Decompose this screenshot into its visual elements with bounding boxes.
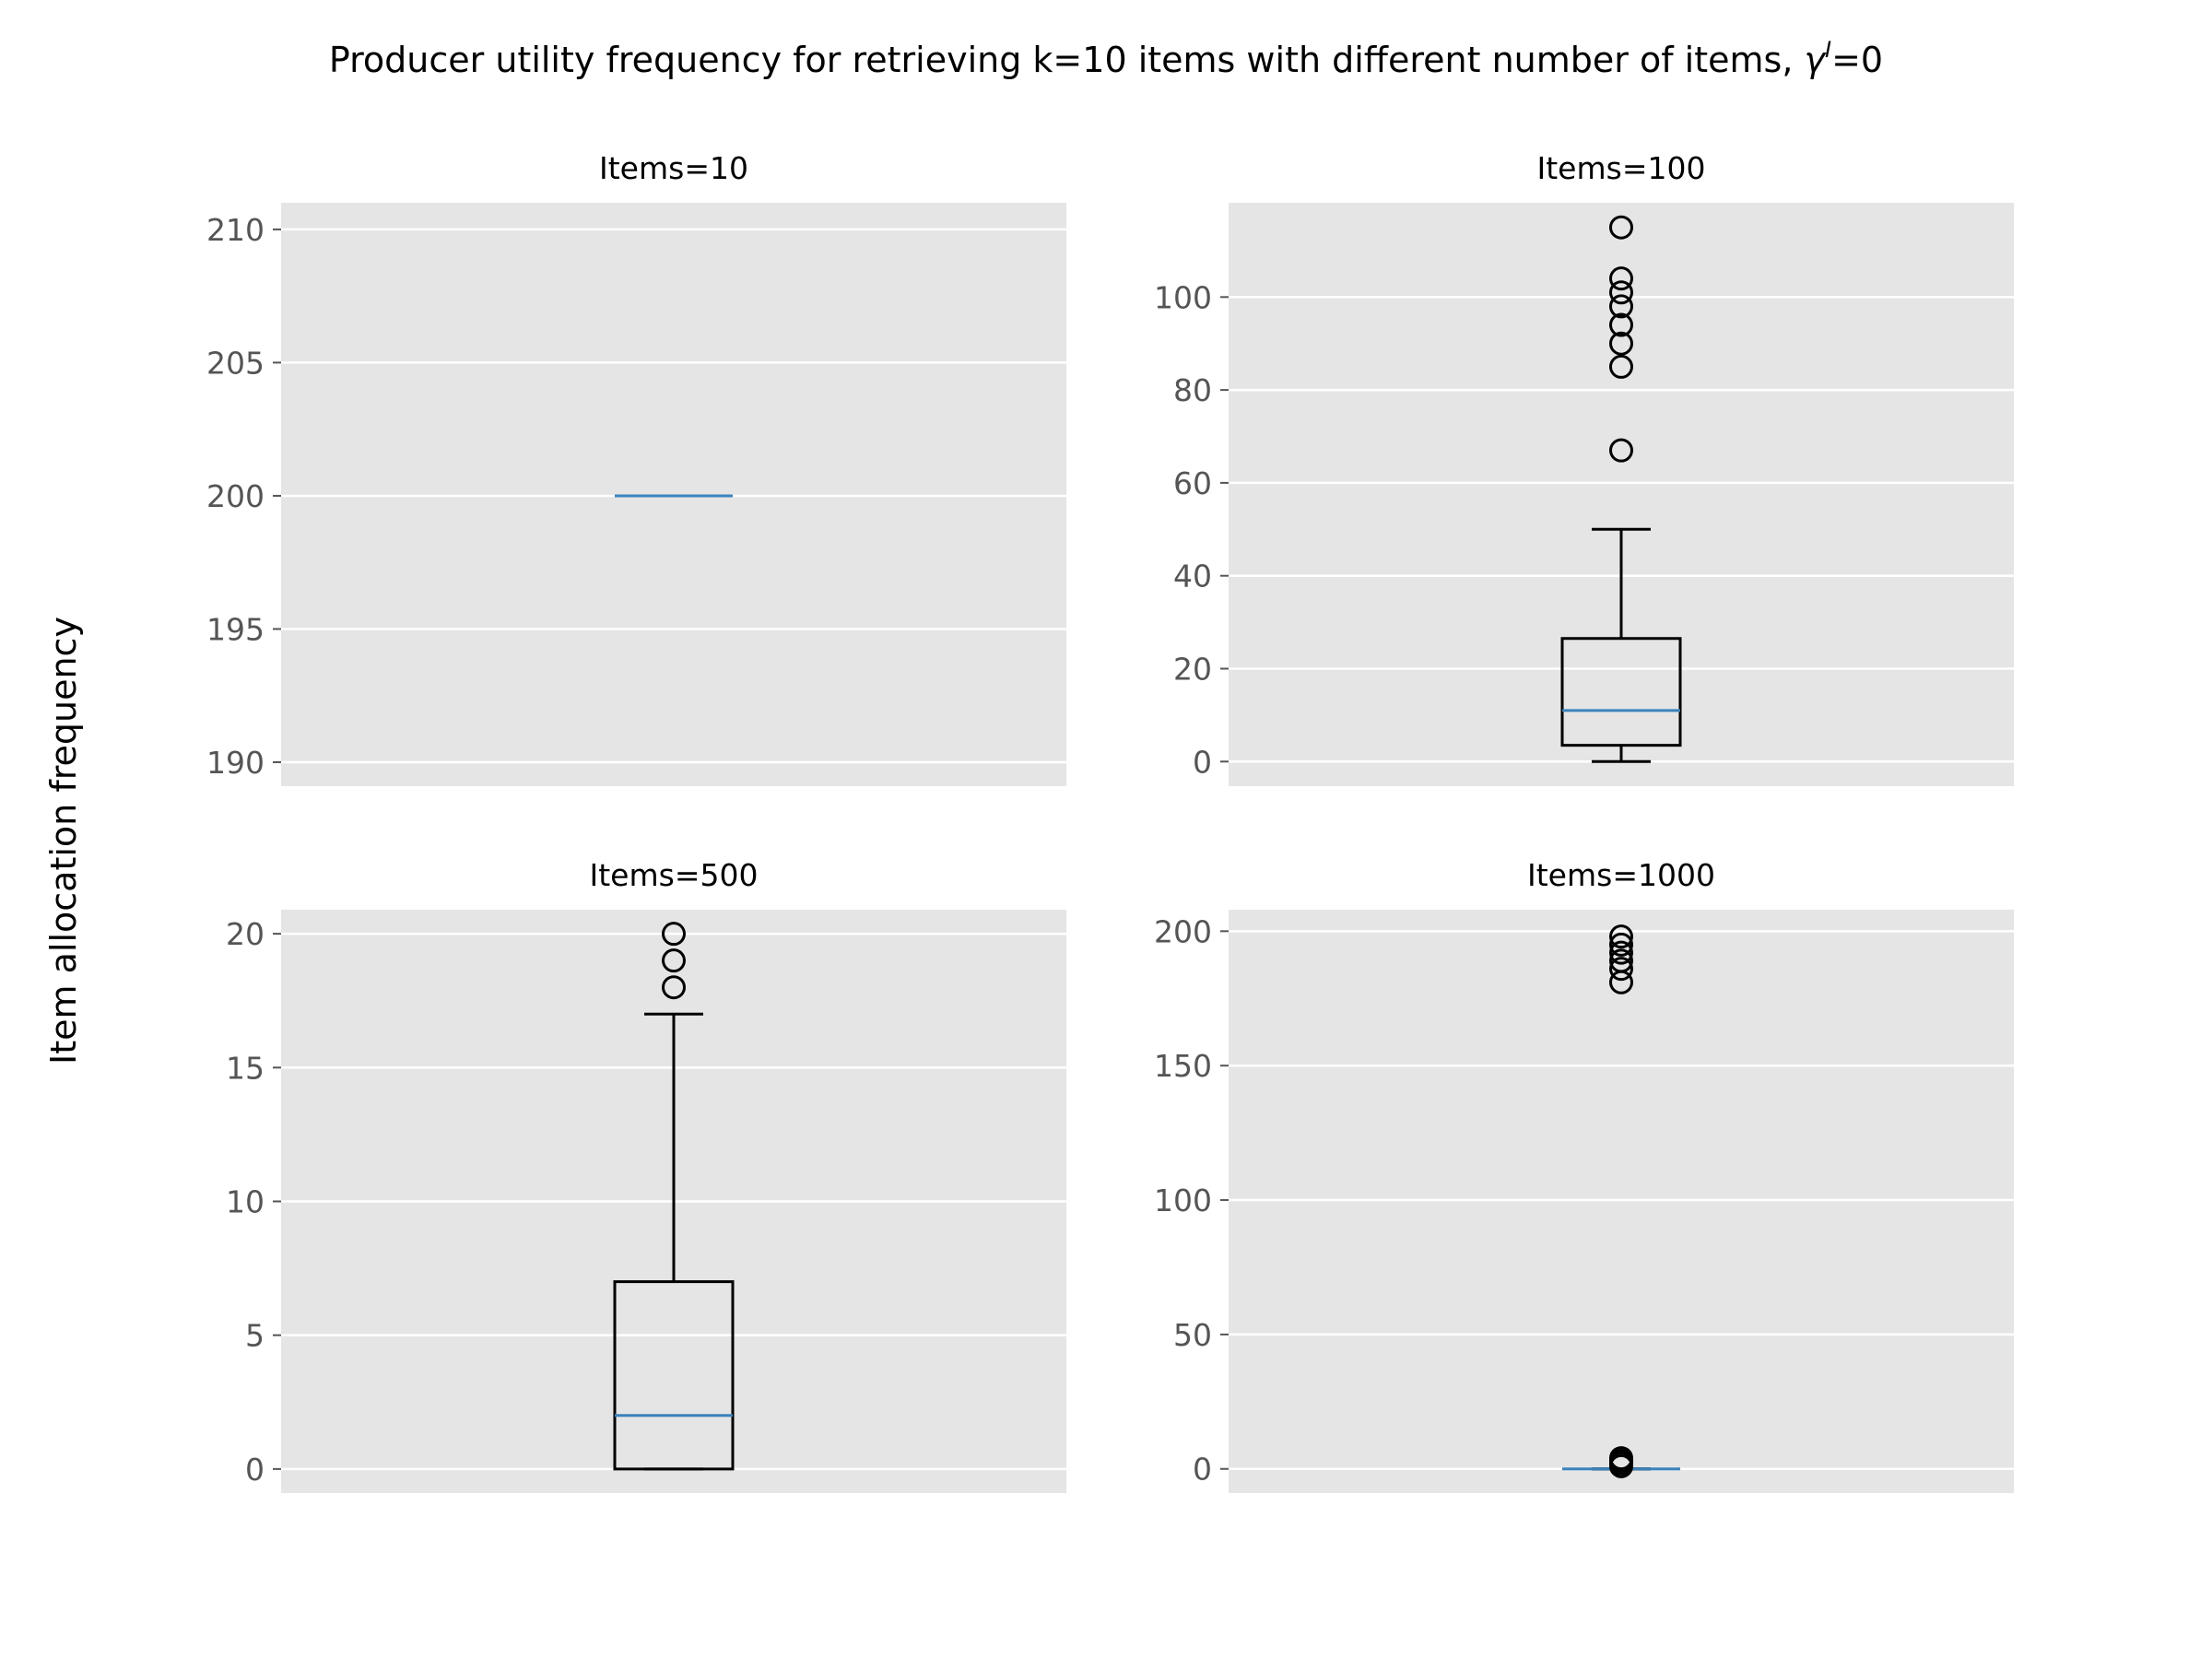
- subplot-3: Items=500 0 5 10 15 20: [226, 857, 1066, 1493]
- y-tick-label: 200: [1154, 913, 1212, 949]
- outlier-point: [1609, 940, 1633, 965]
- y-tick-label: 40: [1173, 559, 1212, 594]
- y-tick-label: 0: [245, 1452, 265, 1488]
- subplot-title: Items=1000: [1527, 857, 1715, 893]
- y-tick-label: 205: [206, 345, 265, 381]
- outlier-point: [1609, 924, 1633, 949]
- y-tick-label: 210: [206, 212, 265, 248]
- outlier-point: [1609, 438, 1633, 463]
- y-tick-label: 100: [1154, 279, 1212, 315]
- outlier-point: [1609, 948, 1633, 973]
- outlier-point: [1609, 932, 1633, 957]
- box-iqr: [613, 1280, 735, 1471]
- y-tick-label: 60: [1173, 465, 1212, 501]
- subplot-title: Items=100: [1537, 150, 1706, 186]
- y-tick-label: 0: [1193, 744, 1212, 780]
- y-tick-label: 50: [1173, 1317, 1212, 1353]
- outlier-point: [1609, 354, 1633, 379]
- y-tick-label: 195: [206, 611, 265, 647]
- y-tick-label: 190: [206, 745, 265, 781]
- subplot-title: Items=10: [599, 150, 748, 186]
- outlier-point: [1609, 957, 1633, 982]
- y-tick-label: 20: [226, 916, 265, 952]
- outlier-point: [1609, 215, 1633, 240]
- outlier-point: [1609, 1446, 1633, 1471]
- subplot-2: Items=100 0 20 40 60 80 100: [1154, 150, 2014, 786]
- y-tick-label: 100: [1154, 1182, 1212, 1218]
- outlier-point: [1609, 294, 1633, 319]
- subplot-title: Items=500: [590, 857, 759, 893]
- subplot-4: Items=1000 0 50 100 150 200: [1154, 857, 2014, 1493]
- outlier-point: [1609, 331, 1633, 356]
- y-tick-label: 0: [1193, 1452, 1212, 1488]
- box-iqr: [1560, 637, 1682, 747]
- y-tick-label: 5: [245, 1318, 265, 1354]
- plot-area: [1229, 203, 2014, 786]
- outlier-point: [1609, 280, 1633, 305]
- plot-area: [1229, 910, 2014, 1493]
- y-tick-label: 80: [1173, 372, 1212, 408]
- outlier-point: [662, 922, 686, 947]
- figure-title: Producer utility frequency for retrievin…: [329, 37, 1883, 80]
- y-tick-label: 10: [226, 1184, 265, 1220]
- y-axis-label: Item allocation frequency: [43, 617, 84, 1065]
- outlier-point: [1609, 266, 1633, 291]
- outlier-point: [662, 948, 686, 973]
- outlier-point: [662, 975, 686, 1000]
- y-tick-label: 150: [1154, 1048, 1212, 1084]
- outlier-point: [1609, 312, 1633, 337]
- y-tick-label: 15: [226, 1050, 265, 1086]
- subplots: Items=10190195200205210Items=10002040608…: [206, 150, 2014, 1493]
- y-tick-label: 20: [1173, 651, 1212, 687]
- subplot-1: Items=10 190 195 200 205 210: [206, 150, 1066, 786]
- y-tick-label: 200: [206, 478, 265, 514]
